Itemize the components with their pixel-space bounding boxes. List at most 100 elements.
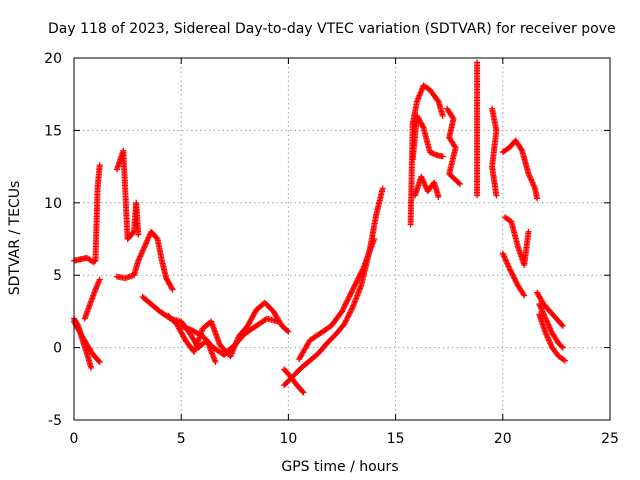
data-point: [474, 192, 481, 199]
series-sat-r: [489, 105, 500, 199]
data-point: [455, 179, 462, 186]
data-point: [96, 359, 103, 366]
data-point: [509, 271, 516, 278]
series-sat-d: [81, 276, 103, 322]
data-point: [135, 231, 142, 238]
data-point: [357, 270, 364, 277]
axis-ticks: 0 5 10 15 20 25 -5 0 5 10 15 20: [44, 51, 619, 447]
data-point: [347, 309, 354, 316]
data-point: [371, 236, 378, 242]
data-point: [344, 314, 351, 321]
data-point: [561, 357, 568, 364]
data-point: [343, 300, 350, 307]
data-point: [439, 153, 446, 160]
data-point: [346, 293, 353, 300]
series-sat-v: [534, 289, 566, 329]
data-point: [558, 321, 565, 328]
x-tick-label: 20: [494, 431, 512, 447]
data-point: [508, 270, 515, 277]
data-point: [274, 318, 281, 325]
data-point: [347, 308, 354, 315]
data-point: [343, 317, 350, 324]
series-sat-a: [71, 162, 103, 266]
data-point: [534, 195, 541, 202]
data-point: [88, 364, 95, 371]
y-tick-label: 0: [53, 341, 62, 357]
x-tick-label: 10: [279, 431, 297, 447]
data-point: [508, 268, 515, 275]
data-point: [520, 291, 527, 298]
data-point: [345, 312, 352, 319]
data-point: [340, 305, 347, 312]
data-point: [434, 97, 441, 104]
data-point: [511, 275, 518, 282]
data-point: [456, 180, 463, 187]
data-point: [168, 285, 175, 292]
data-point: [96, 276, 103, 283]
data-point: [345, 313, 352, 320]
series-sat-c: [71, 318, 103, 366]
data-point: [212, 359, 219, 366]
data-point: [359, 266, 366, 273]
data-points: [71, 59, 568, 396]
plot-frame: [73, 57, 611, 421]
y-tick-label: 10: [44, 196, 62, 212]
data-point: [342, 301, 349, 308]
data-point: [510, 274, 517, 281]
x-axis-label: GPS time / hours: [281, 459, 398, 475]
series-sat-l: [296, 236, 378, 363]
data-point: [348, 289, 355, 296]
x-tick-label: 5: [177, 431, 186, 447]
series-sat-t: [501, 214, 532, 269]
series-sat-u: [499, 250, 528, 299]
data-point: [169, 286, 176, 293]
data-point: [351, 282, 358, 289]
data-point: [284, 327, 291, 334]
data-point: [506, 264, 513, 271]
data-point: [345, 294, 352, 301]
data-point: [300, 389, 307, 396]
data-point: [345, 296, 352, 303]
y-axis-label: SDTVAR / TECUs: [7, 181, 23, 296]
data-point: [439, 112, 446, 119]
x-tick-label: 15: [387, 431, 405, 447]
data-point: [419, 123, 426, 130]
data-point: [343, 298, 350, 305]
series-sat-w: [536, 311, 568, 364]
x-tick-label: 25: [601, 431, 619, 447]
data-point: [435, 194, 442, 201]
data-point: [341, 321, 348, 328]
data-point: [525, 228, 532, 235]
series-sat-o: [411, 173, 442, 201]
data-point: [512, 276, 519, 283]
data-point: [521, 292, 528, 299]
data-point: [349, 286, 356, 293]
y-tick-label: 15: [44, 123, 62, 139]
y-tick-label: 20: [44, 51, 62, 67]
data-point: [358, 269, 365, 276]
data-point: [96, 162, 103, 169]
data-point: [341, 302, 348, 309]
data-point: [349, 305, 356, 312]
series-sat-i: [178, 315, 281, 358]
data-point: [342, 318, 349, 325]
data-point: [560, 356, 567, 363]
series-sat-s: [499, 137, 541, 202]
grid-lines: [74, 58, 610, 420]
data-point: [339, 308, 345, 315]
series-sat-n: [409, 112, 446, 163]
y-tick-label: -5: [48, 413, 62, 429]
data-point: [285, 328, 292, 335]
data-point: [518, 146, 525, 153]
data-point: [351, 283, 358, 290]
data-point: [354, 277, 361, 284]
data-point: [355, 274, 362, 281]
data-point: [347, 292, 354, 299]
data-point: [513, 279, 520, 286]
series-sat-k: [281, 185, 386, 389]
series-sat-e: [113, 147, 142, 242]
data-point: [347, 290, 354, 297]
series-sat-q: [474, 59, 481, 199]
data-point: [349, 288, 356, 295]
